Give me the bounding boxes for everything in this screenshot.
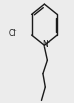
Text: Cl: Cl [8, 29, 16, 39]
Text: ⁻: ⁻ [13, 30, 17, 36]
Text: +: + [45, 40, 50, 45]
Text: N: N [42, 40, 48, 49]
